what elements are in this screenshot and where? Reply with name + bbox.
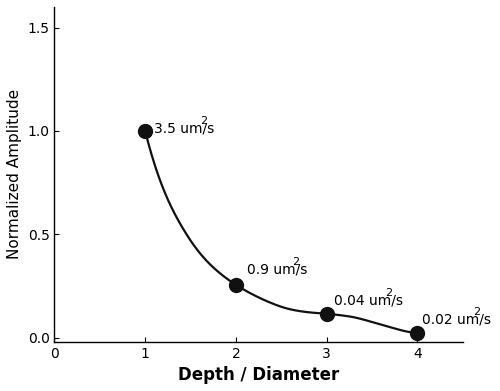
Point — [414, 330, 422, 336]
Point — [141, 128, 149, 134]
Point — [232, 282, 240, 288]
Text: 0.02 um/s: 0.02 um/s — [422, 313, 491, 327]
Text: 3.5 um/s: 3.5 um/s — [154, 121, 214, 135]
Text: 0.9 um/s: 0.9 um/s — [247, 263, 307, 276]
Text: 2: 2 — [474, 307, 480, 317]
Point — [322, 310, 330, 317]
X-axis label: Depth / Diameter: Depth / Diameter — [178, 366, 339, 384]
Y-axis label: Normalized Amplitude: Normalized Amplitude — [7, 89, 22, 259]
Text: 2: 2 — [292, 257, 300, 267]
Text: 0.04 um/s: 0.04 um/s — [334, 294, 403, 308]
Text: 2: 2 — [386, 288, 392, 298]
Text: 2: 2 — [200, 116, 207, 126]
